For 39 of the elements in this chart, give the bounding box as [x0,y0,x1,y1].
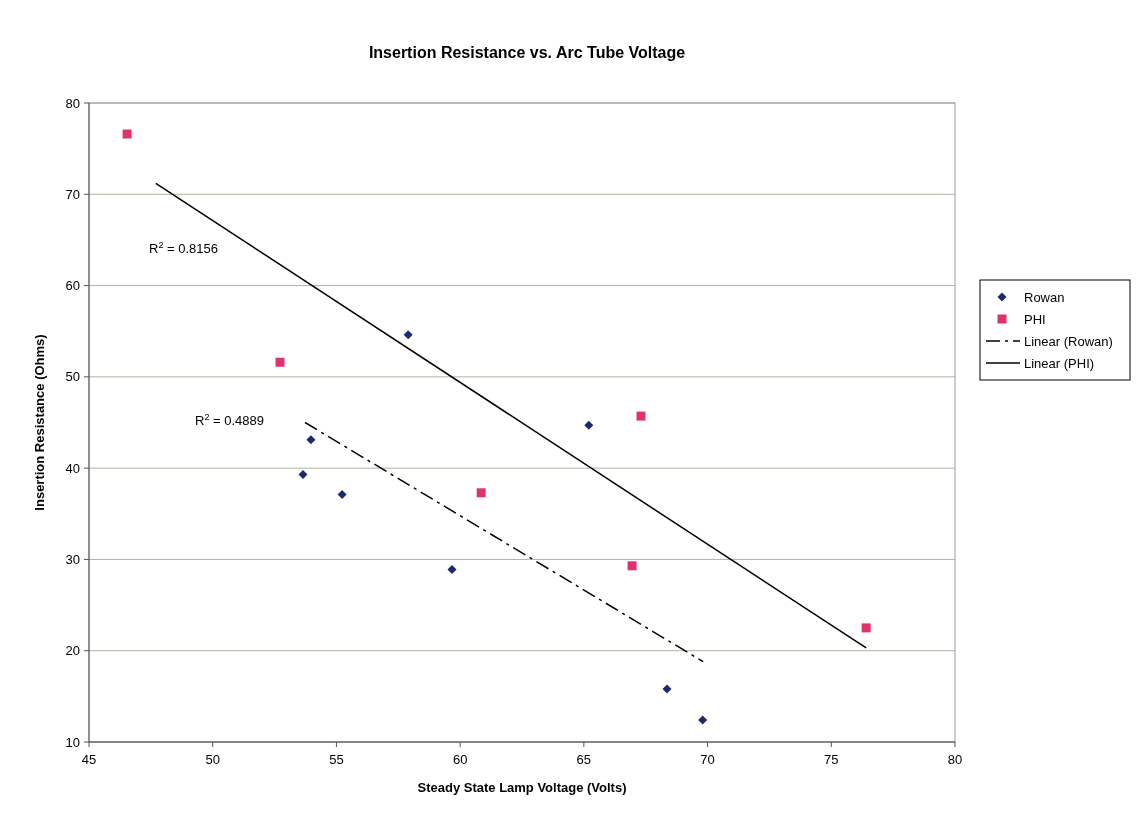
point [122,129,132,139]
point [447,564,457,574]
x-tick-label: 80 [947,752,963,767]
x-axis-title: Steady State Lamp Voltage (Volts) [417,780,627,795]
y-tick-label: 40 [65,460,80,476]
point [298,470,308,480]
chart-title: Insertion Resistance vs. Arc Tube Voltage [368,44,686,61]
point [584,420,594,430]
x-tick-label: 65 [576,752,592,767]
y-tick-label: 60 [65,278,80,294]
point [476,488,486,498]
y-tick-label: 30 [65,551,80,567]
point [861,623,871,633]
legend-label: Linear (PHI) [1024,355,1095,371]
y-tick-label: 70 [65,186,80,202]
point [275,357,285,367]
point [627,561,637,571]
y-tick-label: 10 [65,734,80,750]
legend-label: Linear (Rowan) [1024,333,1113,349]
legend-label: Rowan [1024,289,1065,305]
x-tick-label: 60 [452,752,468,767]
point [636,411,646,421]
point [403,330,413,340]
point [662,684,672,694]
y-tick-label: 80 [65,95,80,111]
x-tick-label: 55 [329,752,344,767]
x-tick-label: 75 [824,752,839,767]
legend-label: PHI [1024,311,1046,327]
x-tick-label: 50 [205,752,220,767]
y-tick-label: 20 [65,643,80,659]
x-tick-label: 70 [700,752,715,767]
y-axis-title: Insertion Resistance (Ohms) [32,334,47,511]
annotation: R$^{2}$ = 0.4889 [195,412,265,428]
point [306,435,316,445]
point [698,715,708,725]
y-tick-label: 50 [65,369,80,385]
annotation: R$^{2}$ = 0.8156 [149,240,219,256]
x-tick-label: 45 [81,752,97,767]
point [337,490,347,500]
